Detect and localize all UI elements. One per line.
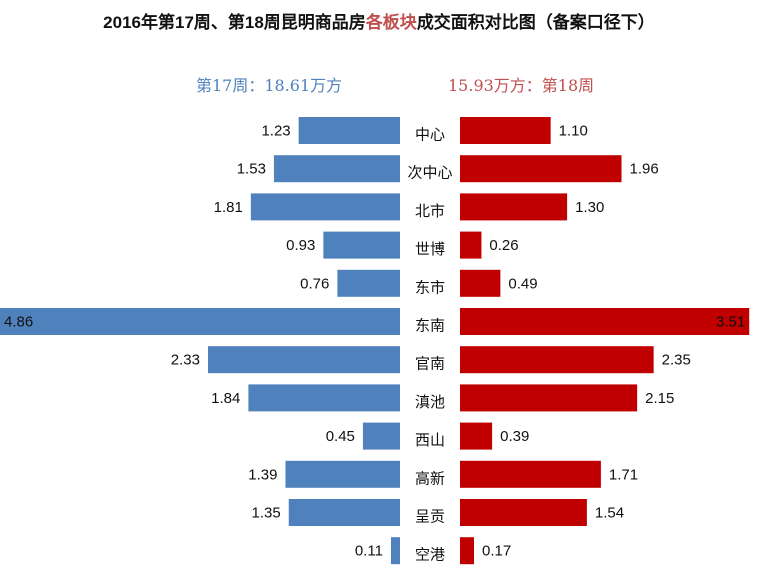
data-label-week18: 1.96	[630, 161, 659, 178]
data-label-week17: 0.11	[355, 543, 383, 560]
data-label-week17: 1.39	[248, 466, 277, 483]
data-label-week17: 1.81	[214, 199, 243, 216]
category-label: 空港	[415, 546, 445, 564]
data-label-week18: 1.30	[575, 199, 604, 216]
bar-week17	[288, 499, 400, 526]
data-label-week18: 0.39	[500, 428, 529, 445]
bar-week17	[248, 384, 400, 412]
data-label-week18: 1.71	[609, 466, 638, 483]
category-label: 滇池	[415, 393, 445, 411]
legend-week17: 第17周：18.61万方	[196, 76, 343, 95]
bar-week17	[337, 269, 400, 297]
data-label-week17: 2.33	[171, 352, 200, 369]
category-label: 世博	[415, 240, 445, 258]
data-label-week17: 1.23	[261, 123, 290, 140]
bar-week17	[390, 537, 400, 565]
category-label: 北市	[415, 202, 445, 220]
data-label-week18: 1.10	[559, 123, 588, 140]
bar-week17	[362, 422, 400, 450]
bar-week17	[285, 460, 400, 488]
data-label-week17: 0.76	[300, 275, 329, 292]
data-label-week18: 2.15	[645, 390, 674, 407]
bar-week18	[460, 193, 568, 221]
data-label-week17: 1.84	[211, 390, 240, 407]
bar-week17	[323, 231, 400, 259]
data-label-week18: 0.17	[482, 543, 511, 560]
data-label-week18: 1.54	[595, 505, 624, 522]
category-label: 东南	[415, 317, 445, 335]
data-label-week17: 0.45	[326, 428, 355, 445]
category-label: 西山	[415, 431, 445, 449]
bar-week17	[208, 346, 400, 374]
title-highlight: 各板块	[365, 13, 417, 32]
bar-week17	[0, 308, 400, 335]
chart-title: 2016年第17周、第18周昆明商品房各板块成交面积对比图（备案口径下）	[0, 8, 758, 33]
bar-week18	[460, 537, 475, 565]
data-label-week18: 0.49	[508, 275, 537, 292]
bar-week18	[460, 155, 622, 183]
bar-week17	[273, 155, 400, 183]
bar-week18	[460, 460, 601, 488]
category-label: 官南	[415, 355, 445, 373]
bar-week18	[460, 422, 493, 450]
data-label-week17: 1.35	[252, 505, 281, 522]
bar-week18	[460, 308, 750, 335]
category-label: 高新	[415, 469, 445, 487]
category-label: 中心	[415, 126, 445, 144]
data-label-week18: 0.26	[489, 237, 518, 254]
bar-week18	[460, 269, 501, 297]
data-label-week17: 1.53	[237, 161, 266, 178]
category-label: 次中心	[407, 164, 452, 182]
data-label-week18: 2.35	[662, 352, 691, 369]
bar-week18	[460, 117, 551, 144]
data-label-week17: 4.86	[4, 314, 33, 331]
bar-week18	[460, 346, 654, 374]
data-label-week17: 0.93	[286, 237, 315, 254]
category-label: 东市	[415, 278, 445, 296]
bar-week18	[460, 384, 638, 412]
bar-week17	[298, 117, 400, 144]
title-part: 成交面积对比图（备案口径下）	[416, 13, 655, 32]
title-part: 2016年第17周、第18周昆明商品房	[103, 13, 366, 32]
bar-week18	[460, 231, 482, 259]
bar-week18	[460, 499, 587, 526]
legend-week18: 15.93万方：第18周	[448, 76, 595, 95]
data-label-week18: 3.51	[716, 314, 745, 331]
bar-week17	[250, 193, 400, 221]
category-label: 呈贡	[415, 508, 445, 526]
